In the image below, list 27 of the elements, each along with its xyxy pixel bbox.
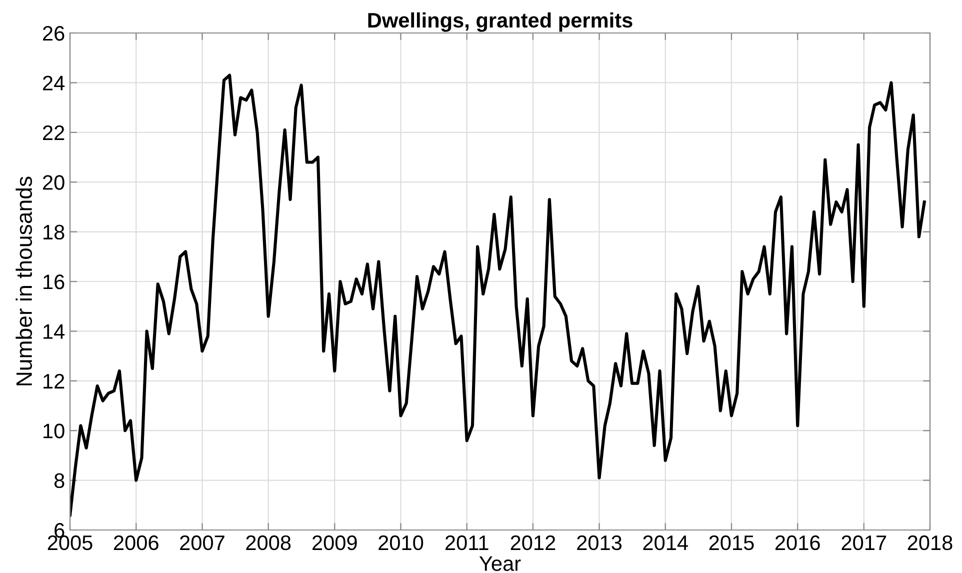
x-axis-title: Year <box>479 556 521 571</box>
x-tick-label: 2015 <box>709 535 754 550</box>
y-tick-label: 26 <box>43 26 64 41</box>
x-tick-label: 2006 <box>114 535 158 550</box>
y-tick-label: 10 <box>44 424 64 438</box>
y-tick-label: 12 <box>44 374 64 388</box>
x-tick-label: 2011 <box>446 535 488 550</box>
x-tick-label: 2009 <box>312 535 357 550</box>
line-series <box>70 74 926 517</box>
x-tick-label: 2016 <box>775 535 820 550</box>
x-tick-label: 2012 <box>510 535 556 550</box>
y-tick-label: 20 <box>43 175 64 190</box>
x-tick-label: 2010 <box>378 535 424 550</box>
chart-title: Dwellings, granted permits <box>368 12 632 32</box>
y-tick-label: 14 <box>44 324 65 339</box>
x-tick-label: 2013 <box>577 535 622 550</box>
x-tick-label: 2007 <box>180 535 224 550</box>
x-tick-label: 2008 <box>246 535 291 550</box>
y-tick-label: 22 <box>43 125 64 140</box>
x-tick-label: 2018 <box>908 535 952 550</box>
y-tick-label: 24 <box>43 76 65 90</box>
x-tick-label: 2014 <box>643 535 688 550</box>
y-tick-label: 8 <box>54 473 64 488</box>
y-tick-label: 16 <box>44 274 64 290</box>
y-tick-label: 18 <box>44 224 64 240</box>
y-axis-title: Number in thousands <box>16 176 32 386</box>
x-tick-label: 2017 <box>842 535 886 550</box>
